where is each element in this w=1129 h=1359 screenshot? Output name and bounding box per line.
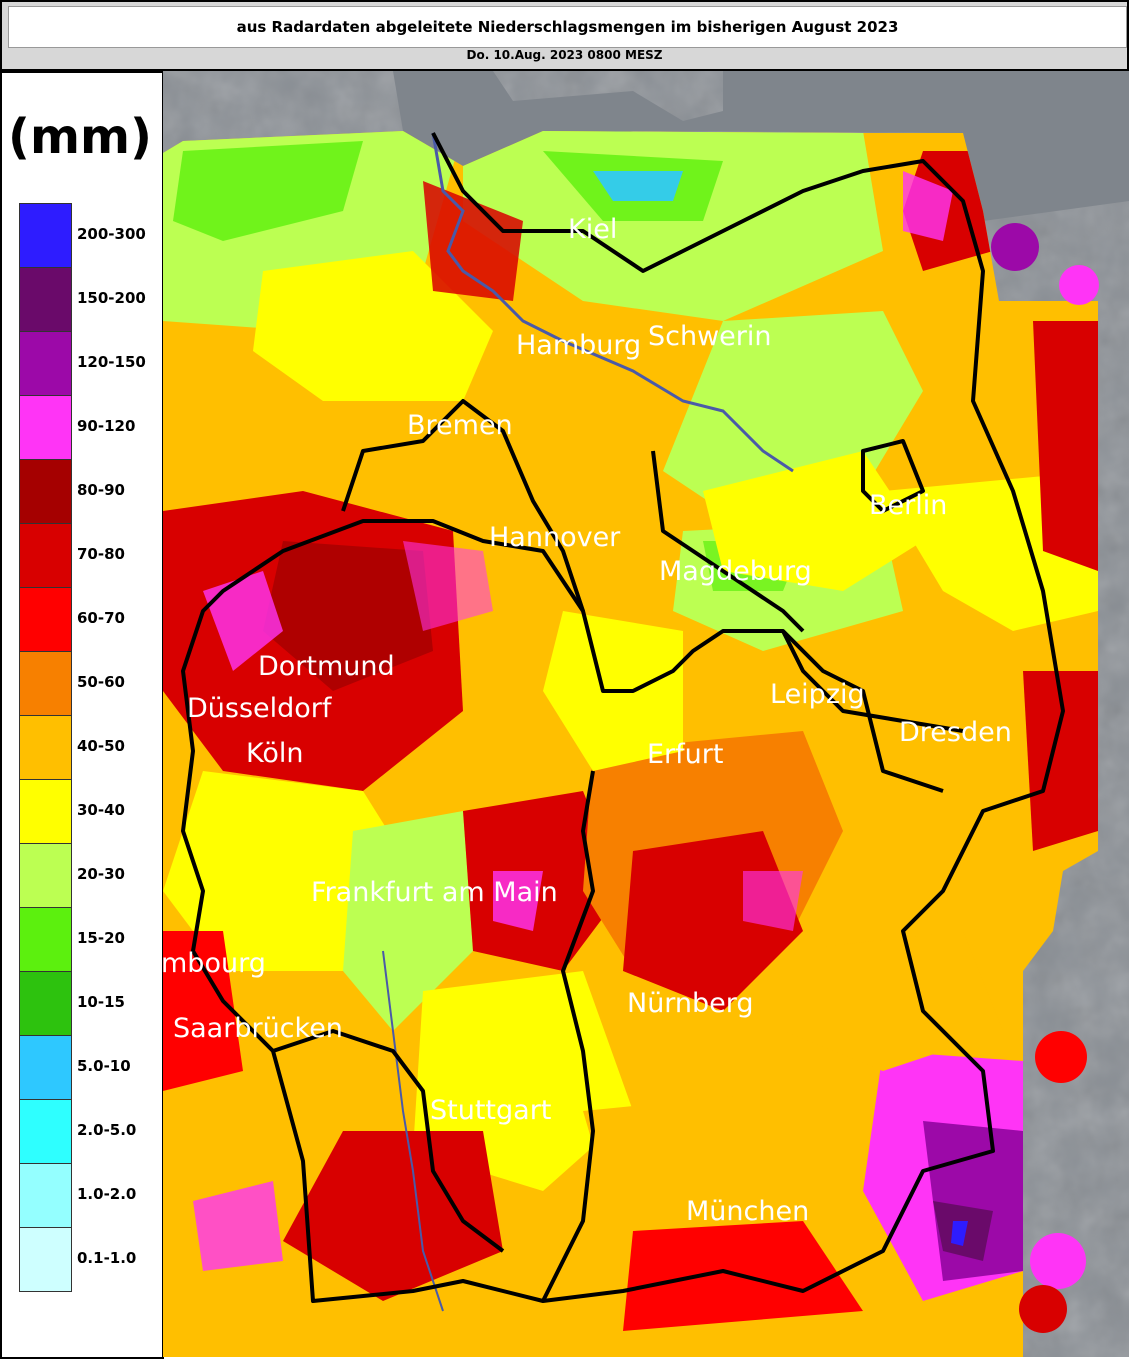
legend-class: 200-300 [19, 203, 159, 268]
city-label-stuttgart: Stuttgart [430, 1095, 551, 1126]
legend-class: 30-40 [19, 779, 159, 844]
legend-class-label: 80-90 [77, 481, 125, 499]
legend-color-swatch [19, 1227, 72, 1292]
radar-field [163, 131, 1098, 1357]
legend-class: 120-150 [19, 331, 159, 396]
legend-class-label: 30-40 [77, 801, 125, 819]
legend-color-swatch [19, 331, 72, 396]
city-label-magdeburg: Magdeburg [659, 556, 812, 587]
city-label-saarbruecken: Saarbrücken [173, 1013, 343, 1044]
city-label-koeln: Köln [246, 738, 304, 769]
legend-class-label: 90-120 [77, 417, 136, 435]
legend-class: 150-200 [19, 267, 159, 332]
legend-class: 2.0-5.0 [19, 1099, 159, 1164]
legend-class-label: 15-20 [77, 929, 125, 947]
city-label-nuernberg: Nürnberg [627, 988, 754, 1019]
legend-class-label: 60-70 [77, 609, 125, 627]
radar-site-circle [1035, 1031, 1087, 1083]
border-path [781, 630, 964, 733]
legend-color-swatch [19, 523, 72, 588]
legend-class: 20-30 [19, 843, 159, 908]
border-path [541, 770, 595, 1302]
legend-class: 50-60 [19, 651, 159, 716]
radar-site-circle [991, 223, 1039, 271]
legend-color-swatch [19, 1163, 72, 1228]
city-label-bremen: Bremen [407, 410, 513, 441]
border-path [861, 439, 925, 513]
city-labels: Kiel Hamburg Schwerin Bremen Berlin Hann… [163, 214, 1012, 1227]
city-label-schwerin: Schwerin [648, 321, 772, 352]
legend-color-swatch [19, 395, 72, 460]
legend-class-label: 1.0-2.0 [77, 1185, 137, 1203]
legend-color-swatch [19, 203, 72, 268]
legend-color-swatch [19, 1099, 72, 1164]
legend-class: 10-15 [19, 971, 159, 1036]
rhine-river [382, 950, 444, 1312]
title-box: aus Radardaten abgeleitete Niederschlags… [8, 6, 1127, 48]
map-canvas: Kiel Hamburg Schwerin Bremen Berlin Hann… [163, 71, 1129, 1357]
legend-unit: (mm) [8, 109, 152, 165]
map-timestamp: Do. 10.Aug. 2023 0800 MESZ [466, 48, 663, 62]
radar-site-circle [1030, 1233, 1086, 1289]
legend-color-swatch [19, 715, 72, 780]
legend-class-label: 2.0-5.0 [77, 1121, 137, 1139]
header-panel: aus Radardaten abgeleitete Niederschlags… [0, 0, 1129, 71]
legend-color-swatch [19, 843, 72, 908]
legend-class-label: 200-300 [77, 225, 146, 243]
legend-class-label: 70-80 [77, 545, 125, 563]
elbe-river [431, 132, 794, 473]
legend-class-label: 150-200 [77, 289, 146, 307]
legend-class: 80-90 [19, 459, 159, 524]
legend-class-label: 0.1-1.0 [77, 1249, 137, 1267]
city-label-duesseldorf: Düsseldorf [187, 693, 333, 724]
legend-class-label: 50-60 [77, 673, 125, 691]
legend-color-swatch [19, 779, 72, 844]
legend-class-label: 5.0-10 [77, 1057, 131, 1075]
city-label-dresden: Dresden [899, 717, 1012, 748]
city-label-erfurt: Erfurt [647, 739, 723, 770]
sea-area [393, 71, 1129, 221]
border-path [651, 450, 805, 633]
legend-class-label: 120-150 [77, 353, 146, 371]
border-path [341, 399, 585, 612]
precipitation-map: Kiel Hamburg Schwerin Bremen Berlin Hann… [163, 71, 1129, 1357]
city-label-kiel: Kiel [568, 214, 617, 245]
legend-color-swatch [19, 971, 72, 1036]
city-label-berlin: Berlin [869, 490, 947, 521]
city-label-leipzig: Leipzig [770, 679, 865, 710]
city-label-hamburg: Hamburg [516, 330, 641, 361]
city-label-luxembourg: mbourg [163, 948, 266, 979]
radar-site-circle [1059, 265, 1099, 305]
border-path [181, 132, 1065, 1303]
legend-class: 1.0-2.0 [19, 1163, 159, 1228]
border-path [272, 1029, 505, 1253]
legend-color-swatch [19, 587, 72, 652]
legend-panel: (mm) 200-300 150-200 120-150 90-120 80-90 70-… [0, 71, 164, 1359]
city-label-frankfurt: Frankfurt am Main [311, 877, 558, 908]
legend-color-swatch [19, 1035, 72, 1100]
legend-class: 90-120 [19, 395, 159, 460]
legend-class-label: 20-30 [77, 865, 125, 883]
legend-class: 0.1-1.0 [19, 1227, 159, 1292]
legend-color-swatch [19, 267, 72, 332]
legend-color-swatch [19, 651, 72, 716]
city-label-muenchen: München [686, 1196, 809, 1227]
legend-color-swatch [19, 907, 72, 972]
legend-class: 70-80 [19, 523, 159, 588]
legend-class-label: 40-50 [77, 737, 125, 755]
legend-class: 15-20 [19, 907, 159, 972]
legend-class: 5.0-10 [19, 1035, 159, 1100]
city-label-hannover: Hannover [489, 522, 621, 553]
city-label-dortmund: Dortmund [258, 651, 395, 682]
legend-class: 40-50 [19, 715, 159, 780]
legend-class-label: 10-15 [77, 993, 125, 1011]
legend-class: 60-70 [19, 587, 159, 652]
legend-color-swatch [19, 459, 72, 524]
state-borders [181, 132, 1065, 1303]
map-title: aus Radardaten abgeleitete Niederschlags… [236, 18, 899, 36]
radar-site-circle [1019, 1285, 1067, 1333]
